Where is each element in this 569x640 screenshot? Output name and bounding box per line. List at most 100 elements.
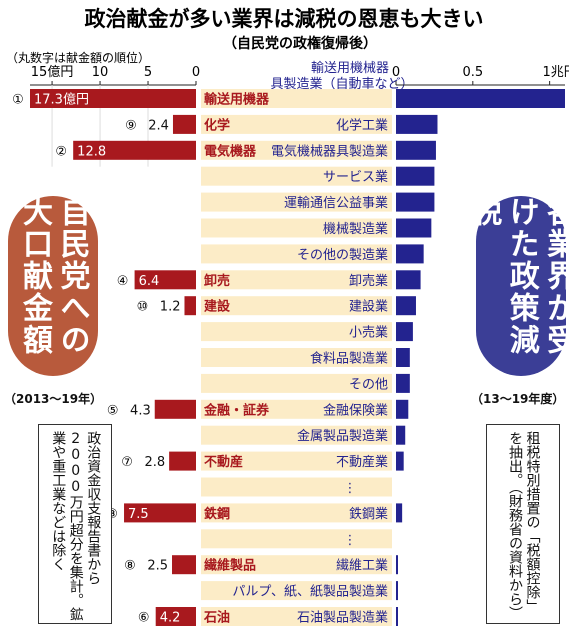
label-band: [201, 322, 392, 342]
donation-industry-label: 金融・証券: [203, 402, 270, 418]
label-band: [201, 218, 392, 238]
label-band: [201, 270, 392, 290]
donation-rank: ⑤: [107, 403, 119, 418]
label-band: [201, 296, 392, 316]
tax-bar: [396, 166, 435, 186]
left-pill: 自民党への大口献金額: [8, 196, 98, 376]
tax-industry-label: 不動産業: [336, 454, 388, 470]
tax-industry-label: 金融保険業: [323, 402, 388, 418]
label-band: [201, 451, 392, 471]
donation-rank: ③: [106, 507, 118, 522]
donation-value: 4.3: [130, 403, 151, 418]
donation-bar: [154, 399, 196, 419]
donation-industry-label: 輸送用機器: [204, 92, 270, 108]
tax-industry-label: 食料品製造業: [310, 351, 388, 367]
tax-bar: [396, 503, 403, 523]
tax-industry-label: サービス業: [323, 169, 388, 185]
chart-subtitle: （自民党の政権復帰後）: [223, 35, 377, 52]
donation-bar: [172, 555, 196, 575]
chart-title: 政治献金が多い業界は減税の恩恵も大きい: [85, 7, 484, 31]
donation-rank: ⑧: [124, 559, 136, 574]
donation-value: 6.4: [139, 274, 160, 289]
label-band: [201, 114, 392, 134]
tax-industry-label: その他: [349, 377, 388, 392]
right-header-line2: 具製造業（自動車など）: [270, 76, 413, 92]
right-axis-tick-label: 0: [392, 65, 400, 80]
tax-bar: [396, 373, 410, 393]
donation-industry-label: 卸売: [204, 273, 230, 289]
tax-industry-label: 電気機械器具製造業: [271, 143, 388, 159]
tax-bar: [396, 270, 421, 290]
donation-bar: [134, 270, 196, 290]
tax-bar: [396, 218, 432, 238]
tax-bar: [396, 451, 404, 471]
label-band: [201, 166, 392, 186]
donation-value: 2.8: [144, 455, 165, 470]
tax-industry-label: ⋮: [344, 481, 357, 496]
tax-industry-label: ⋮: [344, 533, 357, 548]
left-axis-tick-label: 0: [192, 65, 200, 80]
donation-value: 2.4: [148, 118, 169, 133]
label-band: [201, 425, 392, 445]
tax-bar: [396, 348, 410, 367]
donation-rank: ⑦: [121, 455, 133, 470]
donation-rank: ⑩: [137, 300, 149, 315]
tax-industry-label: 化学工業: [336, 117, 388, 133]
donation-rank: ④: [117, 274, 129, 289]
donation-rank: ①: [12, 93, 24, 108]
right-note: 租税特別措置の「税額控除」を抽出。（財務省の資料から）: [486, 424, 560, 624]
label-band: [201, 192, 392, 212]
donation-value: 4.2: [160, 611, 181, 626]
right-pill-label: 各業界が受けた政策減税: [466, 196, 569, 356]
donation-value: 7.5: [128, 507, 149, 522]
right-header-line1: 輸送用機械器: [311, 61, 389, 76]
tax-industry-label: パルプ、紙、紙製品製造業: [232, 584, 388, 600]
tax-bar: [396, 322, 413, 342]
donation-value: 1.2: [160, 300, 181, 315]
left-axis-tick-label: 10: [92, 65, 109, 80]
label-band: [201, 399, 392, 419]
donation-bar: [124, 503, 196, 523]
donation-industry-label: 繊維製品: [204, 558, 256, 574]
donation-bar: [184, 296, 196, 316]
tax-bar: [396, 607, 398, 626]
tax-industry-label: 建設業: [349, 299, 388, 315]
tax-industry-label: 卸売業: [349, 273, 388, 289]
tax-industry-label: その他の製造業: [297, 247, 388, 263]
donation-rank: ②: [55, 144, 67, 159]
tax-bar: [396, 296, 416, 316]
tax-industry-label: 小売業: [349, 325, 388, 341]
tax-industry-label: 金属製品製造業: [297, 428, 388, 444]
label-band: [201, 607, 392, 626]
donation-industry-label: 鉄鋼: [204, 506, 230, 522]
label-band: [201, 348, 392, 367]
right-axis-tick-label: 0.5: [462, 65, 483, 80]
left-caption: （丸数字は献金額の順位）: [6, 50, 150, 65]
donation-industry-label: 不動産: [204, 454, 243, 470]
donation-value: 12.8: [77, 144, 106, 159]
donation-rank: ⑨: [125, 118, 137, 133]
donation-industry-label: 化学: [204, 117, 230, 133]
donation-industry-label: 電気機器: [204, 143, 257, 159]
tax-industry-label: 鉄鋼業: [349, 506, 388, 522]
donation-bar: [172, 114, 196, 134]
right-axis-tick-label: 1兆円: [542, 65, 569, 80]
right-period: （13～19年度）: [471, 392, 565, 406]
left-axis-tick-label: 5: [144, 65, 152, 80]
donation-rank: ⑥: [138, 611, 150, 626]
tax-bar: [396, 425, 406, 445]
tax-bar: [396, 244, 424, 264]
label-band: [201, 373, 392, 393]
donation-bar: [73, 140, 196, 160]
right-pill: 各業界が受けた政策減税: [466, 196, 569, 376]
tax-industry-label: 繊維工業: [336, 558, 388, 574]
label-band: [201, 89, 392, 108]
tax-bar: [396, 140, 436, 160]
left-note-text: 政治資金収支報告書から2000万円超分を集計。鉱業や重工業などは除く: [50, 431, 102, 621]
tax-bar: [396, 581, 398, 601]
label-band: [201, 140, 392, 160]
tax-industry-label: 運輸通信公益事業: [284, 195, 388, 211]
label-band: [201, 555, 392, 575]
label-band: [201, 244, 392, 264]
